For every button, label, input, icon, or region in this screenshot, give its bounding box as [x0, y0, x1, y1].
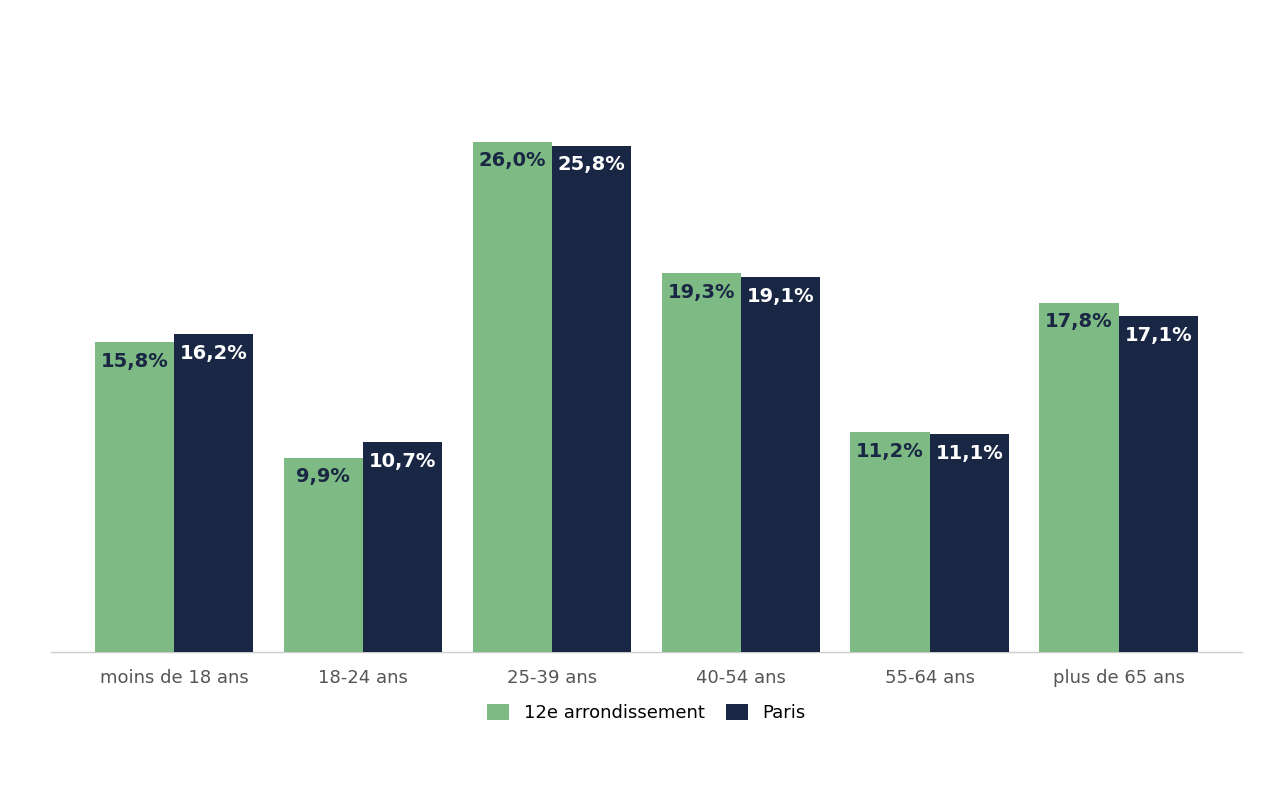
Text: 10,7%: 10,7%	[369, 452, 436, 471]
Bar	[1039, 303, 1119, 652]
Text: 16,2%: 16,2%	[179, 343, 247, 363]
Text: 25,8%: 25,8%	[558, 155, 626, 174]
Bar	[364, 442, 443, 652]
Bar	[929, 434, 1009, 652]
Bar	[741, 277, 820, 652]
Text: 19,3%: 19,3%	[667, 283, 735, 302]
Bar	[95, 342, 174, 652]
Text: 11,2%: 11,2%	[856, 442, 924, 461]
Bar	[850, 432, 929, 652]
Text: 26,0%: 26,0%	[479, 151, 547, 170]
Bar	[662, 273, 741, 652]
Bar	[472, 142, 552, 652]
Legend: 12e arrondissement, Paris: 12e arrondissement, Paris	[479, 695, 814, 731]
Text: 19,1%: 19,1%	[746, 287, 814, 306]
Bar	[174, 334, 253, 652]
Bar	[1119, 316, 1198, 652]
Text: 15,8%: 15,8%	[100, 351, 168, 370]
Text: 17,8%: 17,8%	[1046, 312, 1112, 332]
Text: 17,1%: 17,1%	[1125, 326, 1192, 345]
Text: 11,1%: 11,1%	[936, 444, 1004, 463]
Bar	[284, 458, 364, 652]
Text: 9,9%: 9,9%	[297, 467, 351, 487]
Bar	[552, 145, 631, 652]
